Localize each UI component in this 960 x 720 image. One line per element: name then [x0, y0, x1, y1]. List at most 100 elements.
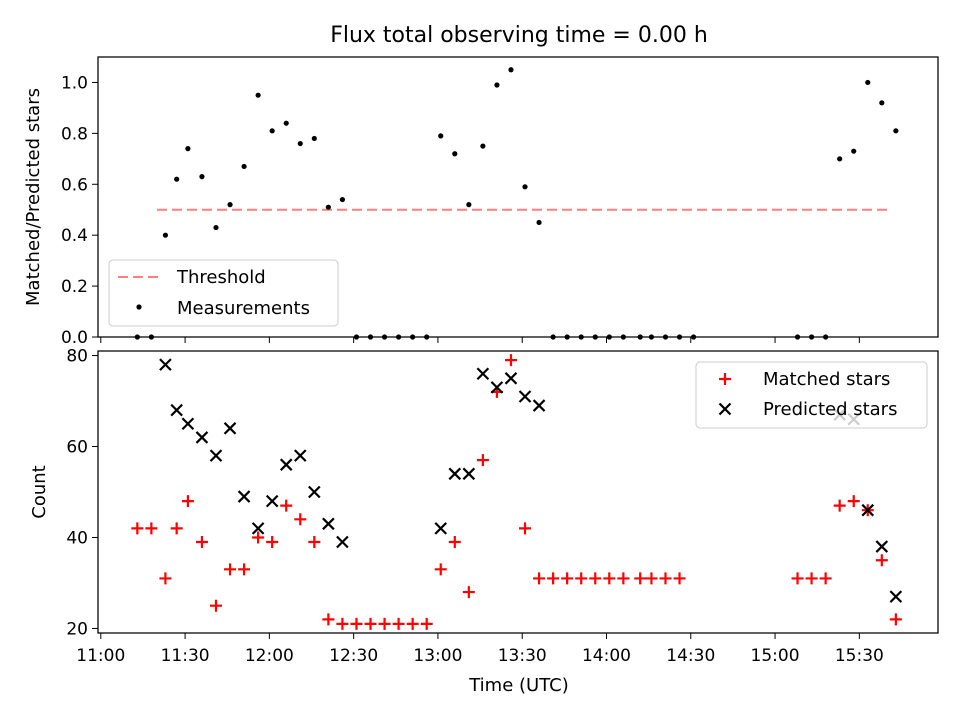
x-axis-label: Time (UTC) — [468, 675, 569, 696]
measurement-point — [438, 133, 444, 139]
bottom-legend-box — [695, 361, 928, 429]
bottom-panel: 20 40 60 80 11:00 11:30 12:00 12:30 13:00 13:30 14… — [29, 347, 939, 696]
legend-measurements-label: Measurements — [177, 298, 310, 319]
predicted-star-point — [181, 417, 195, 431]
measurement-point — [494, 82, 500, 88]
matched-star-point — [336, 617, 349, 630]
matched-star-point — [364, 617, 377, 630]
bottom-y-tick-label: 20 — [66, 619, 88, 639]
bottom-y-tick-label: 60 — [66, 438, 88, 458]
matched-star-point — [238, 563, 251, 576]
legend-predicted-swatch — [718, 402, 732, 416]
legend-matched-marker — [719, 373, 731, 385]
measurement-point — [865, 79, 871, 86]
bottom-plot-frame — [97, 350, 939, 634]
measurement-point — [851, 148, 857, 154]
matched-star-point — [420, 617, 433, 630]
predicted-star-point — [532, 399, 546, 412]
predicted-star-point — [875, 540, 889, 553]
matched-star-point — [462, 586, 475, 599]
measurement-point — [185, 146, 191, 152]
counts-layer — [131, 354, 903, 630]
matched-star-point — [603, 572, 616, 585]
matched-star-point — [181, 495, 194, 508]
matched-star-point — [406, 617, 419, 630]
top-y-tick-label: 0.4 — [61, 226, 88, 246]
measurement-point — [837, 156, 843, 162]
bottom-legend: Matched stars Predicted stars — [695, 361, 928, 429]
bottom-y-axis-label: Count — [29, 465, 50, 518]
matched-star-point — [434, 563, 447, 576]
x-tick-label: 11:30 — [161, 646, 210, 666]
bottom-axes: 20 40 60 80 11:00 11:30 12:00 12:30 13:00 13:30 14… — [66, 347, 883, 666]
measurement-point — [311, 135, 317, 142]
predicted-star-point — [448, 467, 462, 481]
matched-star-point — [561, 572, 574, 585]
measurement-point — [339, 196, 346, 203]
matched-star-point — [634, 572, 647, 585]
predicted-star-point — [476, 367, 490, 381]
x-tick-label: 15:30 — [835, 646, 884, 666]
matched-star-point — [533, 572, 546, 585]
matched-star-point — [209, 599, 222, 612]
top-y-tick-label: 0.8 — [61, 124, 88, 144]
matched-star-point — [476, 454, 489, 467]
matched-star-point — [805, 572, 818, 585]
top-plot-frame — [97, 56, 939, 338]
predicted-star-point — [336, 535, 349, 549]
measurement-point — [879, 100, 885, 106]
matched-star-point — [673, 572, 686, 585]
matched-star-point — [145, 522, 158, 535]
matched-star-point — [378, 617, 391, 630]
measurement-point — [536, 219, 542, 226]
predicted-star-point — [237, 490, 251, 503]
measurement-point — [255, 92, 261, 98]
predicted-star-point — [209, 449, 223, 462]
matched-star-point — [875, 554, 888, 567]
measurement-point — [522, 184, 528, 190]
measurement-point — [452, 151, 458, 157]
matched-star-point — [589, 572, 602, 585]
top-y-tick-label: 0.6 — [61, 175, 88, 195]
predicted-star-point — [170, 403, 183, 417]
matched-star-point — [645, 572, 658, 585]
predicted-star-point — [293, 449, 307, 462]
matched-star-point — [819, 572, 832, 585]
matched-star-point — [504, 354, 517, 367]
predicted-star-point — [462, 467, 476, 481]
legend-measurements-swatch — [136, 304, 142, 310]
measurement-point — [174, 176, 180, 182]
matched-star-point — [392, 617, 405, 630]
matched-star-point — [519, 522, 532, 535]
matched-star-point — [847, 495, 860, 508]
measurement-point — [283, 120, 289, 126]
top-legend-box — [108, 259, 339, 327]
predicted-star-point — [308, 485, 321, 499]
measurement-point — [213, 224, 219, 231]
bottom-y-tick-label: 80 — [66, 347, 88, 367]
matched-star-point — [791, 572, 804, 585]
predicted-star-point — [434, 522, 448, 535]
top-y-axis-label: Matched/Predicted stars — [23, 88, 44, 306]
x-tick-label: 13:00 — [413, 646, 462, 666]
bottom-y-tick-label: 40 — [66, 528, 88, 548]
legend-threshold-label: Threshold — [176, 267, 266, 288]
matched-star-point — [322, 613, 335, 626]
measurement-point — [227, 202, 233, 208]
predicted-star-point — [251, 522, 265, 535]
predicted-star-point — [518, 390, 532, 403]
legend-matched-swatch — [719, 373, 731, 385]
matched-star-point — [575, 572, 588, 585]
x-tick-label: 14:30 — [666, 646, 715, 666]
top-y-tick-label: 0.0 — [61, 328, 88, 348]
measurement-point — [480, 143, 486, 149]
legend-matched-label: Matched stars — [763, 369, 890, 390]
predicted-star-point — [490, 381, 504, 394]
matched-star-point — [308, 536, 321, 549]
predicted-star-point — [265, 494, 279, 508]
matched-star-point — [224, 563, 237, 576]
top-y-axis: 0.0 0.2 0.4 0.6 0.8 1.0 — [61, 73, 860, 348]
x-tick-label: 12:30 — [329, 646, 378, 666]
